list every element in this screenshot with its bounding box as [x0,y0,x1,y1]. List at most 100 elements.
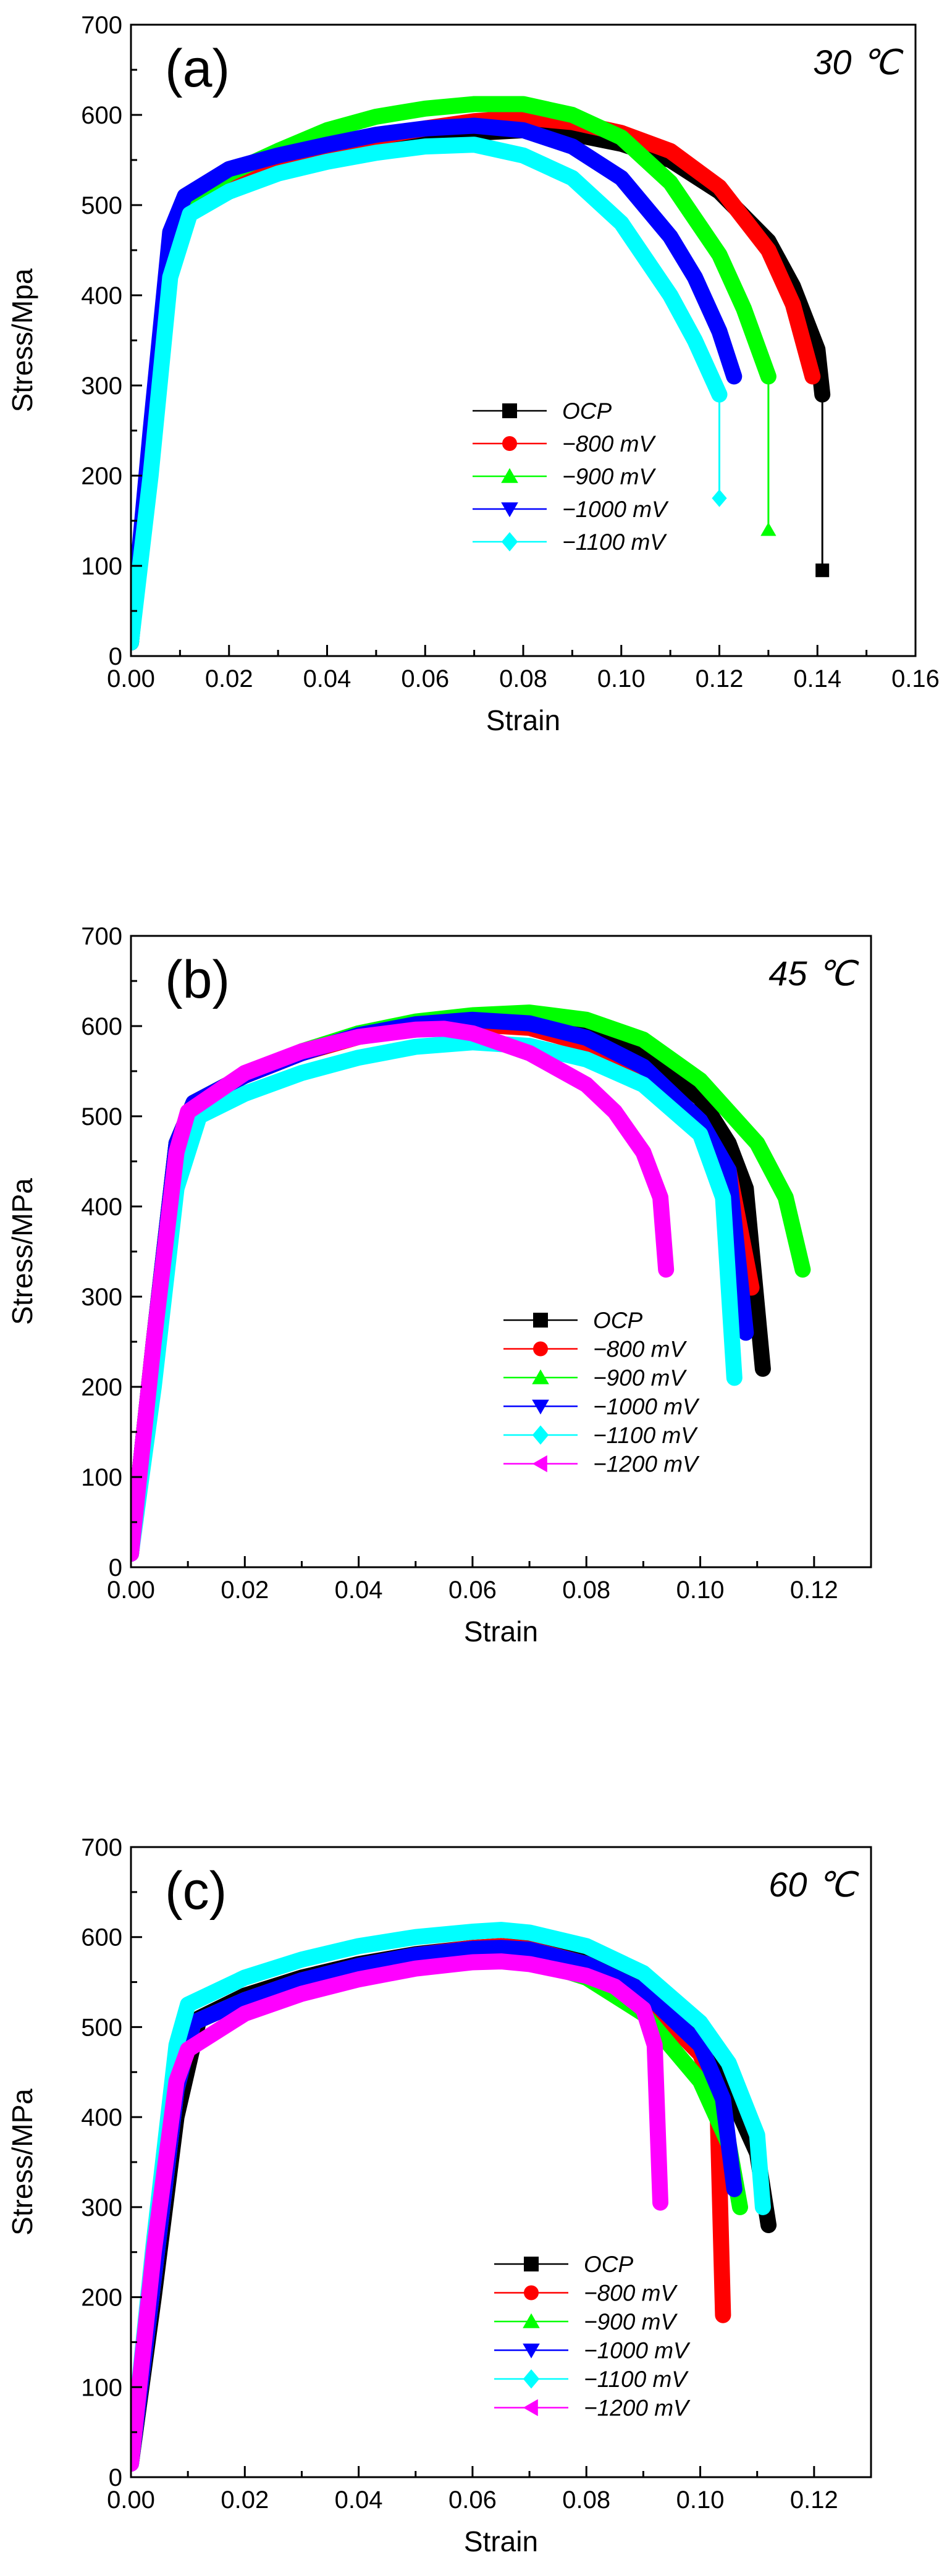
y-tick-label: 400 [81,282,122,309]
x-axis-label: Strain [464,1615,538,1648]
legend-label-1: −800 mV [593,1337,687,1362]
legend-marker-5 [532,1455,547,1473]
fracture-marker-0 [815,563,830,578]
x-tick-label: 0.02 [221,1576,269,1604]
y-axis-label: Stress/MPa [6,1178,38,1325]
chart-panel-2: 0.00 0.02 0.04 0.06 0.08 0.10 0.12 0 100 200 300 40… [6,1834,872,2557]
legend-marker-2 [523,2313,540,2328]
legend-label-2: −900 mV [584,2309,678,2334]
legend-label-2: −900 mV [593,1365,687,1391]
legend-marker-4 [501,532,518,552]
x-tick-label: 0.12 [790,2486,838,2514]
chart-panel-0: 0.00 0.02 0.04 0.06 0.08 0.10 0.12 0.14 0.16 0 100… [6,12,940,736]
y-axis-label: Stress/MPa [6,2089,38,2236]
legend-marker-0 [524,2257,539,2271]
x-tick-label: 0.04 [303,665,351,692]
legend-label-4: −1100 mV [593,1423,698,1448]
legend: OCP −800 mV −900 mV −1000 mV −1100 mV −1200 m… [503,1308,700,1477]
fracture-marker-4 [712,489,727,507]
y-tick-label: 300 [81,2194,122,2221]
temperature-label: 30 ℃ [813,43,904,82]
x-tick-label: 0.02 [221,2486,269,2514]
x-tick-label: 0.06 [401,665,449,692]
x-tick-label: 0.16 [891,665,940,692]
y-tick-label: 700 [81,12,122,39]
x-tick-label: 0.10 [676,2486,725,2514]
y-tick-label: 0 [109,1554,122,1581]
panel-label: (b) [165,950,230,1009]
x-tick-label: 0.02 [205,665,253,692]
legend-marker-5 [523,2399,538,2417]
y-tick-label: 700 [81,923,122,950]
x-tick-label: 0.08 [562,2486,610,2514]
x-tick-label: 0.04 [335,1576,383,1604]
y-tick-label: 100 [81,2374,122,2401]
x-axis-label: Strain [464,2525,538,2557]
x-tick-label: 0.10 [676,1576,725,1604]
legend-label-0: OCP [584,2252,634,2277]
legend-label-3: −1000 mV [593,1394,700,1420]
legend-label-0: OCP [593,1308,643,1333]
y-tick-label: 100 [81,1464,122,1491]
y-tick-label: 100 [81,553,122,580]
x-tick-label: 0.00 [107,2486,155,2514]
panel-label: (a) [165,39,230,98]
y-tick-label: 0 [109,643,122,670]
legend-marker-4 [523,2369,540,2389]
legend-label-5: −1200 mV [584,2396,691,2421]
y-tick-label: 300 [81,373,122,400]
series-line-4 [131,1034,743,1562]
y-tick-label: 400 [81,2104,122,2131]
legend-marker-1 [533,1341,548,1357]
legend: OCP −800 mV −900 mV −1000 mV −1100 mV −1200 m… [494,2252,691,2421]
legend-label-5: −1200 mV [593,1452,700,1477]
series-line-5 [131,1953,668,2472]
x-tick-label: 0.04 [335,2486,383,2514]
legend-label-4: −1100 mV [562,529,667,555]
x-tick-label: 0.14 [793,665,841,692]
y-tick-label: 500 [81,1103,122,1130]
y-tick-label: 300 [81,1284,122,1311]
legend-marker-1 [524,2285,539,2300]
legend: OCP −800 mV −900 mV −1000 mV −1100 mV [473,398,669,555]
legend-label-2: −900 mV [562,464,656,489]
legend-label-0: OCP [562,398,612,424]
legend-label-4: −1100 mV [584,2367,689,2392]
series-group [131,1922,777,2472]
y-tick-label: 600 [81,1013,122,1040]
y-tick-label: 500 [81,192,122,219]
legend-marker-1 [502,436,517,451]
y-tick-label: 700 [81,1834,122,1861]
x-tick-label: 0.08 [499,665,547,692]
legend-marker-3 [501,502,518,518]
legend-marker-0 [502,403,517,418]
series-line-5 [131,1021,675,1562]
legend-label-3: −1000 mV [584,2338,691,2363]
y-tick-label: 500 [81,2014,122,2041]
series-line-3 [131,117,743,651]
series-line-4 [131,1922,771,2472]
y-tick-label: 200 [81,2284,122,2312]
legend-label-3: −1000 mV [562,497,669,522]
series-group [131,1004,811,1562]
legend-marker-2 [501,468,518,483]
legend-marker-2 [532,1369,549,1384]
y-tick-label: 200 [81,1374,122,1401]
y-axis-label: Stress/Mpa [6,268,38,412]
legend-marker-0 [533,1313,548,1328]
legend-marker-3 [532,1399,549,1415]
x-tick-label: 0.00 [107,1576,155,1604]
x-tick-label: 0.06 [448,2486,497,2514]
series-group [131,96,831,651]
x-tick-label: 0.12 [790,1576,838,1604]
fracture-marker-2 [760,522,777,536]
chart-panel-1: 0.00 0.02 0.04 0.06 0.08 0.10 0.12 0 100 200 300 40… [6,923,872,1648]
x-tick-label: 0.06 [448,1576,497,1604]
y-tick-label: 0 [109,2464,122,2491]
x-tick-label: 0.00 [107,665,155,692]
x-tick-label: 0.08 [562,1576,610,1604]
x-tick-label: 0.12 [696,665,744,692]
y-tick-label: 600 [81,1924,122,1951]
legend-marker-3 [523,2343,540,2359]
